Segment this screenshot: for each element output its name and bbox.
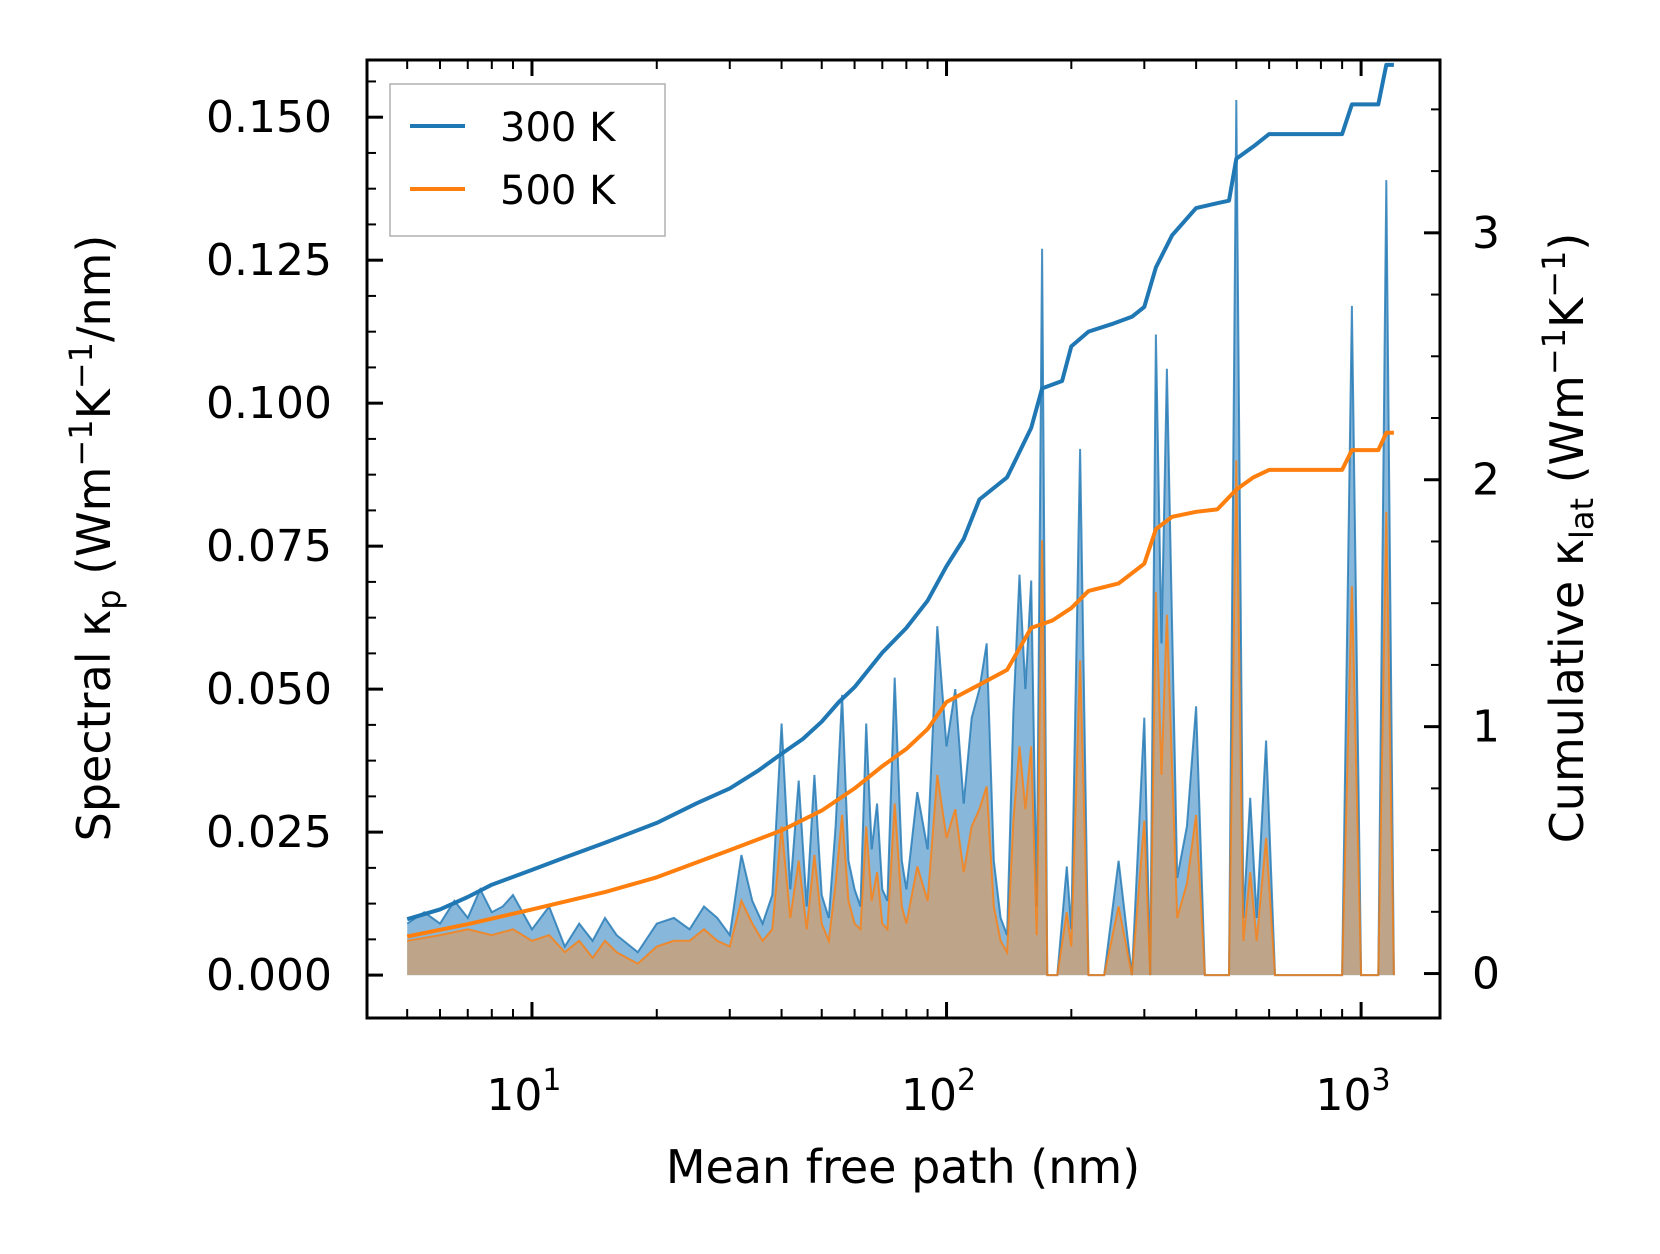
legend-label-500k: 500 K	[500, 168, 617, 214]
plot-area	[406, 62, 1395, 977]
y-right-tick-label: 1	[1472, 702, 1500, 753]
y-left-tick-label: 0.100	[206, 378, 332, 429]
legend-box	[389, 83, 666, 237]
spectral-line-500k	[407, 460, 1395, 977]
axes-frame	[365, 58, 1442, 1020]
x-tick-label: 101	[486, 1063, 561, 1121]
y-left-tick-label: 0.075	[206, 521, 332, 572]
x-tick-label: 102	[901, 1063, 976, 1121]
cumulative-line-300k	[406, 62, 1394, 922]
y-right-axis-label: Cumulative κlat (Wm−1K−1)	[1535, 233, 1601, 844]
y-right-tick-label: 0	[1472, 949, 1500, 1000]
y-left-axis-ticks: 0.000 0.025 0.050 0.075 0.100 0.125 0.150	[206, 80, 383, 1001]
cumulative-line-500k	[406, 430, 1394, 939]
y-right-tick-label: 3	[1472, 208, 1500, 259]
x-axis-label: Mean free path (nm)	[666, 1140, 1140, 1194]
y-right-axis-ticks: 0 1 2 3	[1424, 108, 1500, 1000]
y-left-tick-label: 0.150	[206, 92, 332, 143]
spectral-line-300k	[406, 99, 1395, 977]
y-left-axis-label: Spectral κp (Wm−1K−1/nm)	[62, 235, 128, 842]
series-lines	[406, 62, 1395, 977]
y-left-tick-label: 0.025	[206, 807, 332, 858]
y-left-tick-label: 0.050	[206, 664, 332, 715]
legend: 300 K 500 K	[389, 83, 666, 237]
y-left-tick-label: 0.125	[206, 235, 332, 286]
y-right-tick-label: 2	[1472, 455, 1500, 506]
x-axis-ticks: 101 102 103	[366, 60, 1391, 1121]
x-tick-label: 103	[1316, 1063, 1391, 1121]
legend-label-300k: 300 K	[500, 105, 617, 151]
y-left-tick-label: 0.000	[206, 950, 332, 1001]
